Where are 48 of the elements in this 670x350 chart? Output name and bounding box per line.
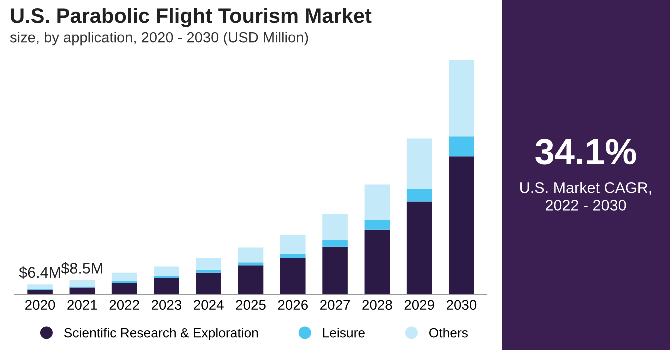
bar bbox=[364, 220, 390, 230]
x-tick-label: 2027 bbox=[320, 300, 350, 310]
annotation: $8.5M bbox=[61, 262, 102, 275]
bar bbox=[449, 60, 474, 137]
bar bbox=[364, 230, 390, 295]
bar bbox=[154, 278, 180, 295]
bar bbox=[322, 240, 348, 247]
bar bbox=[322, 214, 348, 240]
chart-title: U.S. Parabolic Flight Tourism Market bbox=[11, 8, 372, 28]
bar bbox=[280, 254, 306, 258]
bar bbox=[280, 258, 306, 295]
x-tick-label: 2026 bbox=[278, 300, 308, 310]
legend-label: Scientific Research & Exploration bbox=[64, 328, 258, 340]
bar bbox=[70, 280, 96, 287]
bar bbox=[406, 202, 432, 295]
bar bbox=[449, 156, 474, 295]
x-tick-label: 2029 bbox=[404, 300, 434, 310]
bar bbox=[406, 138, 432, 190]
bar bbox=[112, 272, 138, 282]
x-tick-label: 2022 bbox=[110, 300, 140, 310]
x-tick-label: 2021 bbox=[68, 300, 98, 310]
bar bbox=[238, 248, 264, 263]
x-tick-label: 2028 bbox=[362, 300, 392, 310]
text: 34.1% bbox=[536, 139, 636, 165]
bar bbox=[112, 283, 138, 295]
bar bbox=[238, 266, 264, 295]
x-tick-label: 2024 bbox=[194, 300, 224, 310]
bar bbox=[196, 272, 222, 295]
bar bbox=[70, 288, 96, 295]
bar bbox=[364, 184, 390, 221]
bar bbox=[196, 258, 222, 270]
bar bbox=[449, 136, 474, 157]
legend-label: Leisure bbox=[323, 328, 365, 338]
x-tick-label: 2030 bbox=[446, 300, 477, 310]
bar bbox=[280, 235, 306, 254]
bar bbox=[154, 266, 180, 276]
bar bbox=[406, 189, 432, 202]
annotation: $6.4M bbox=[19, 266, 60, 280]
legend-label: Others bbox=[430, 328, 468, 338]
bar bbox=[196, 270, 222, 273]
text: U.S. Market CAGR, 2022 - 2030 bbox=[520, 182, 652, 211]
chart-subtitle: size, by application, 2020 - 2030 (USD Million) bbox=[10, 32, 308, 46]
bar bbox=[238, 262, 264, 266]
bar bbox=[28, 284, 53, 289]
bar bbox=[322, 246, 348, 295]
x-tick-label: 2023 bbox=[152, 300, 182, 310]
x-tick-label: 2025 bbox=[236, 300, 266, 310]
x-tick-label: 2020 bbox=[26, 300, 56, 310]
